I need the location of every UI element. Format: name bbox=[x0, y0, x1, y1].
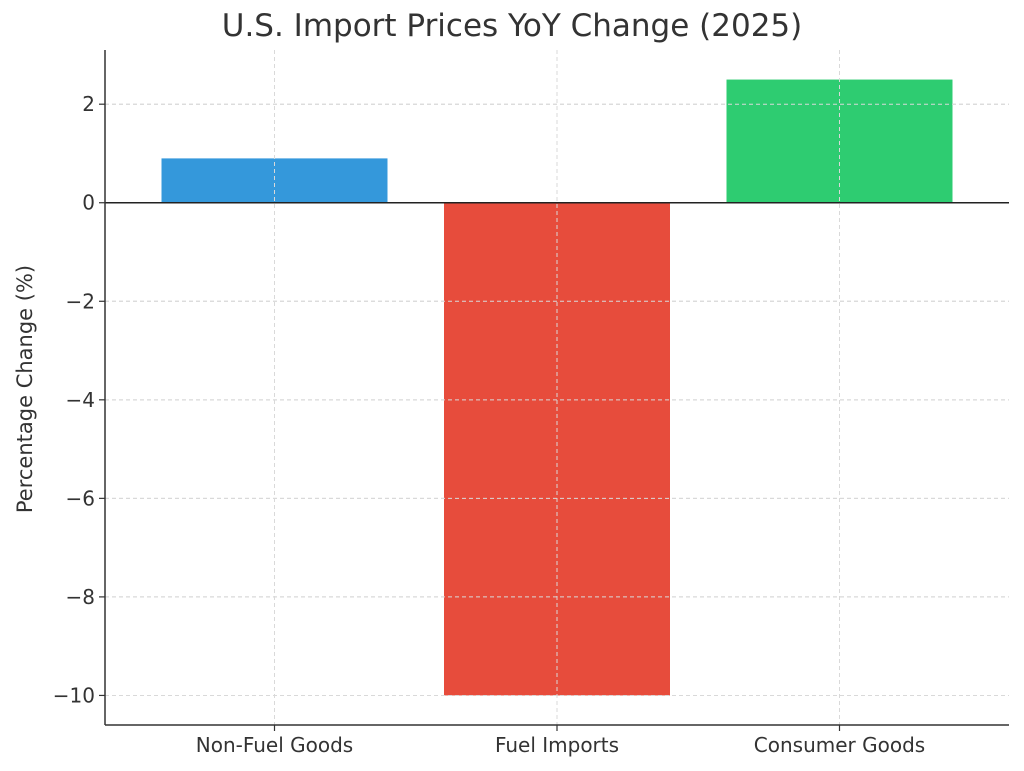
y-tick-label: −2 bbox=[66, 289, 95, 313]
x-tick-label: Non-Fuel Goods bbox=[196, 733, 353, 757]
y-tick-label: −10 bbox=[53, 683, 95, 707]
y-axis-label: Percentage Change (%) bbox=[13, 264, 37, 514]
x-tick-label: Consumer Goods bbox=[754, 733, 925, 757]
y-tick-label: 0 bbox=[82, 191, 95, 215]
y-tick-label: −8 bbox=[66, 585, 95, 609]
y-tick-label: 2 bbox=[82, 92, 95, 116]
chart-title: U.S. Import Prices YoY Change (2025) bbox=[221, 8, 803, 44]
y-tick-label: −4 bbox=[66, 388, 95, 412]
tick-labels: 2 0 −2 −4 −6 −8 −10 Non-Fuel Goods Fuel Imports C… bbox=[53, 92, 925, 757]
bars bbox=[105, 50, 1009, 725]
y-tick-label: −6 bbox=[66, 486, 95, 510]
axes bbox=[99, 50, 1009, 731]
x-tick-label: Fuel Imports bbox=[495, 733, 619, 757]
